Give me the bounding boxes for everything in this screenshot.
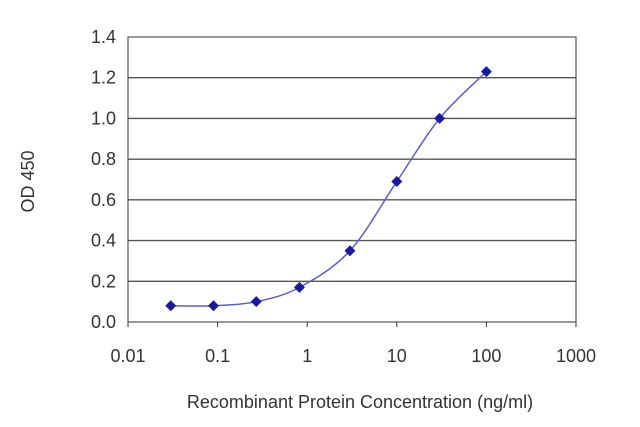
x-axis-ticks: 0.01 0.1 1 10 100 1000	[110, 322, 596, 366]
y-tick-label: 0.0	[91, 312, 116, 332]
gridlines	[128, 77, 576, 282]
x-tick-label: 10	[387, 346, 407, 366]
plot-area	[127, 36, 577, 323]
x-tick-label: 100	[471, 346, 501, 366]
y-tick-label: 0.8	[91, 149, 116, 169]
data-point-marker	[165, 300, 177, 312]
x-axis-label: Recombinant Protein Concentration (ng/ml…	[187, 392, 533, 412]
x-tick-label: 0.1	[205, 346, 230, 366]
y-tick-label: 1.0	[91, 108, 116, 128]
data-point-marker	[344, 245, 356, 257]
y-tick-label: 1.2	[91, 68, 116, 88]
x-tick-label: 1	[302, 346, 312, 366]
data-point-marker	[250, 296, 262, 308]
data-point-marker	[480, 66, 492, 78]
y-axis-ticks: 0.0 0.2 0.4 0.6 0.8 1.0 1.2 1.4	[91, 27, 116, 332]
x-tick-label: 0.01	[110, 346, 145, 366]
x-tick-label: 1000	[556, 346, 596, 366]
data-point-marker	[434, 112, 446, 124]
y-tick-label: 0.6	[91, 190, 116, 210]
data-point-marker	[391, 176, 403, 188]
y-tick-label: 0.2	[91, 271, 116, 291]
y-tick-label: 0.4	[91, 231, 116, 251]
y-tick-label: 1.4	[91, 27, 116, 47]
y-axis-label: OD 450	[18, 150, 38, 212]
series-line	[170, 71, 487, 307]
series-markers	[165, 66, 492, 312]
data-point-marker	[208, 300, 220, 312]
data-point-marker	[293, 281, 305, 293]
